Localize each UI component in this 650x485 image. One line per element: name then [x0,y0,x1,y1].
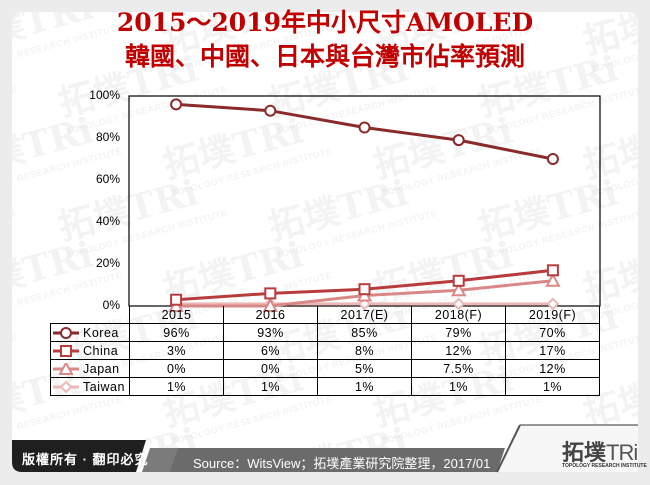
table-cell: 1% [505,377,600,396]
legend-label: Japan [83,361,120,376]
source-text: Source：WitsView；拓墣產業研究院整理，2017/01 [193,456,491,471]
data-point-circle [264,104,277,117]
data-point-diamond [59,381,73,394]
table-cell: 70% [505,323,600,342]
table-row: Taiwan 1% 1% 1% 1% 1% [50,377,600,396]
table-header-row: 2015 2016 2017(E) 2018(F) 2019(F) [51,306,600,324]
table-cell: 1% [411,377,506,396]
table-cell: 85% [317,323,412,342]
legend-label: Taiwan [83,379,125,394]
table-cell: 1% [129,377,224,396]
y-tick-label: 60% [95,172,120,186]
table-cell: 12% [505,359,600,378]
y-tick-label: 100% [89,88,120,102]
data-point-circle [358,121,371,134]
title-line-2: 韓國、中國、日本與台灣市佔率預測 [124,42,525,71]
table-row: Korea 96% 93% 85% 79% 70% [50,323,600,342]
square-marker-icon [53,345,79,358]
data-point-square [60,345,72,358]
logo-tri: TRi [606,440,638,465]
data-point-circle [546,153,559,165]
logo-subtitle: TOPOLOGY RESEARCH INSTITUTE [562,463,647,469]
table-cell: 1% [223,377,318,396]
data-point-triangle [451,282,467,297]
data-point-circle [452,134,465,147]
category-label: 2017(E) [317,306,412,324]
logo-chinese: 拓墣 [562,440,607,466]
data-point-square [170,293,183,306]
category-label: 2016 [223,306,318,324]
chart-title: 2015～2019年中小尺寸AMOLED 韓國、中國、日本與台灣市佔率預測 [0,6,650,74]
data-table: 2015 2016 2017(E) 2018(F) 2019(F) Korea 96% 93%… [50,306,600,396]
circle-marker-icon [53,327,79,340]
y-tick-label: 0% [102,298,120,312]
y-tick-label: 40% [95,214,120,228]
data-point-square [546,264,559,277]
title-line-1: 2015～2019年中小尺寸AMOLED [116,8,534,37]
data-point-square [452,274,465,287]
legend-entry-taiwan: Taiwan [50,377,130,396]
data-point-triangle [58,363,74,376]
data-point-square [264,287,277,300]
legend-label: China [83,343,119,358]
data-point-circle [170,98,183,111]
y-tick-label: 20% [95,256,120,270]
data-point-circle [60,327,72,340]
legend-entry-china: China [50,341,130,360]
legend-entry-japan: Japan [50,359,130,378]
series-china [170,264,559,306]
diamond-marker-icon [53,381,79,394]
triangle-marker-icon [53,363,79,376]
data-point-square [358,283,371,296]
series-korea [170,98,559,165]
data-point-triangle [545,272,561,287]
copyright-notice: 版權所有 · 翻印必究 [22,452,149,467]
legend-label: Korea [83,325,119,340]
y-tick-label: 80% [95,130,120,144]
tri-logo: 拓墣TRi TOPOLOGY RESEARCH INSTITUTE [562,435,647,469]
